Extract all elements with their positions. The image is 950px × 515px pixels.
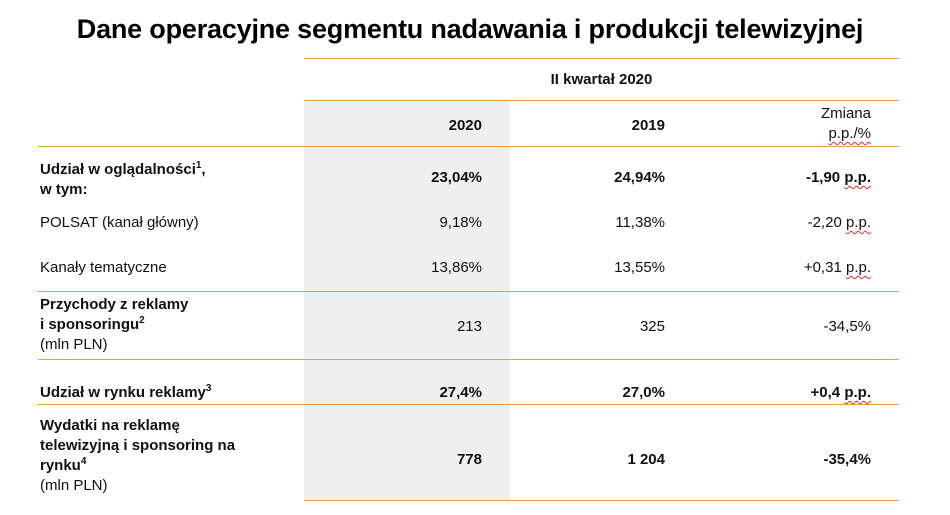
- column-header-2020: 2020: [448, 117, 482, 134]
- row-polsat-2020: 9,18%: [439, 214, 482, 231]
- row-thematic-change: +0,31 p.p.: [803, 259, 871, 276]
- row-tv-ad-spend-2019: 1 204: [627, 451, 665, 468]
- row-tv-ad-spend-2020: 778: [456, 451, 482, 468]
- row-ad-revenue-2019: 325: [639, 318, 665, 335]
- row-ad-revenue-2020: 213: [456, 318, 482, 335]
- rule-bottom: [304, 500, 899, 501]
- change-header-line1: Zmiana: [820, 105, 871, 122]
- row-ad-revenue-label: Przychody z reklamy i sponsoringu2 (mln …: [40, 296, 189, 353]
- change-header-line2: p.p./%: [828, 125, 871, 142]
- row-ad-market-share-label: Udział w rynku reklamy3: [40, 383, 212, 402]
- row-polsat-change: -2,20 p.p.: [807, 214, 871, 231]
- row-thematic-2019: 13,55%: [614, 259, 665, 276]
- row-polsat-label: POLSAT (kanał główny): [40, 214, 199, 231]
- row-thematic-label: Kanały tematyczne: [40, 259, 167, 276]
- row-ad-market-share-2019: 27,0%: [622, 384, 665, 401]
- column-2020-shade: [304, 101, 510, 501]
- row-tv-ad-spend-change: -35,4%: [823, 451, 871, 468]
- row-viewership-label: Udział w oglądalności1, w tym:: [40, 160, 206, 199]
- rule-period: [304, 100, 899, 101]
- period-header: II kwartał 2020: [550, 71, 653, 88]
- row-ad-market-share-change: +0,4 p.p.: [810, 384, 871, 401]
- row-viewership-2020: 23,04%: [431, 169, 482, 186]
- row-viewership-2019: 24,94%: [614, 169, 665, 186]
- column-header-2019: 2019: [631, 117, 665, 134]
- column-header-change: Zmiana p.p./%: [680, 104, 871, 144]
- rule-row-5: [38, 404, 899, 405]
- row-ad-market-share-2020: 27,4%: [439, 384, 482, 401]
- row-polsat-2019: 11,38%: [615, 214, 665, 231]
- row-tv-ad-spend-label: Wydatki na reklamę telewizyjną i sponsor…: [40, 417, 236, 494]
- row-viewership-change: -1,90 p.p.: [805, 169, 871, 186]
- rule-top: [304, 58, 899, 59]
- rule-row-4: [38, 359, 899, 360]
- row-thematic-2020: 13,86%: [431, 259, 482, 276]
- rule-header: [38, 146, 899, 147]
- rule-row-3: [38, 291, 899, 292]
- row-ad-revenue-change: -34,5%: [823, 318, 871, 335]
- page-title: Dane operacyjne segmentu nadawania i pro…: [76, 14, 864, 44]
